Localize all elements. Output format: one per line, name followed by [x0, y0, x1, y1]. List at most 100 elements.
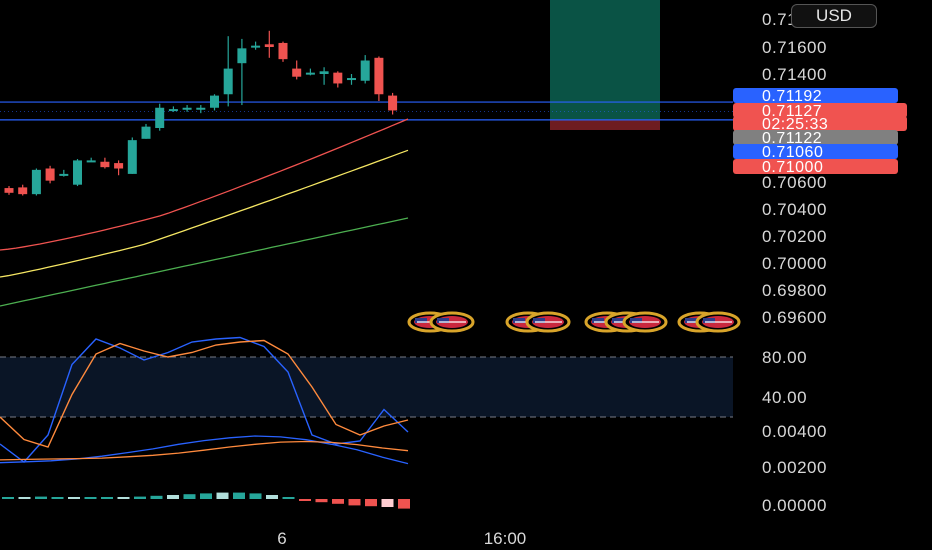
candle-body	[333, 72, 343, 84]
price-axis-label: 0.71400	[762, 65, 827, 84]
macd-histogram-bar	[35, 496, 47, 499]
macd-axis-label: 0.00200	[762, 458, 827, 477]
macd-histogram-bar	[2, 497, 14, 499]
macd-histogram-bar	[200, 493, 212, 499]
event-icon-flag-canton	[685, 318, 697, 323]
candle-body	[73, 160, 82, 185]
economic-event-icon	[695, 311, 741, 333]
macd-histogram-bar	[101, 497, 113, 499]
price-tag: 0.71060	[733, 144, 898, 161]
macd-histogram-bar	[134, 496, 146, 499]
candle-body	[264, 44, 274, 47]
price-tag-label: 0.71192	[762, 88, 822, 105]
macd-histogram-bar	[315, 499, 328, 503]
economic-event-icon	[525, 311, 571, 333]
macd-histogram-bar	[233, 492, 245, 499]
event-icon-flag-canton	[592, 318, 604, 323]
candle-body	[18, 187, 28, 195]
candle-body	[278, 42, 288, 60]
candle-body	[223, 68, 233, 95]
candle-body	[319, 71, 329, 74]
macd-axis-label: 0.00000	[762, 496, 827, 515]
price-tag-label: 02:25:33	[762, 116, 828, 133]
macd-histogram-bar	[266, 495, 278, 499]
moving-average-fast	[0, 118, 409, 251]
candle-body	[114, 163, 124, 169]
event-icon-flag-canton	[612, 318, 624, 323]
candle-body	[4, 188, 14, 193]
macd-histogram-bar	[282, 497, 295, 499]
price-axis-label: 0.69600	[762, 308, 827, 327]
price-axis-label: 0.71600	[762, 38, 827, 57]
candle-body	[251, 45, 261, 48]
price-axis-label: 0.69800	[762, 281, 827, 300]
moving-average-mid	[0, 149, 409, 278]
candle-body	[45, 168, 55, 181]
macd-histogram-bar	[167, 495, 179, 499]
candle-body	[305, 72, 315, 75]
price-tag-bg	[733, 88, 898, 103]
macd-histogram-bar	[18, 497, 31, 499]
price-axis-label: 0.70200	[762, 227, 827, 246]
macd-histogram-bar	[299, 499, 311, 501]
candle-body	[127, 140, 137, 174]
economic-event-icon	[622, 311, 668, 333]
stochastic-band-fill	[0, 357, 733, 417]
price-tag: 02:25:33	[733, 116, 907, 133]
position-stop-zone	[550, 119, 660, 130]
candle-body	[374, 57, 384, 95]
price-tag: 0.71122	[733, 130, 898, 147]
moving-average-slow	[0, 217, 409, 307]
price-tag-label: 0.71000	[762, 159, 823, 176]
candle-body	[31, 169, 41, 195]
macd-histogram-bar	[68, 497, 80, 499]
price-tag-bg	[733, 159, 898, 174]
event-icon-flag-canton	[703, 318, 715, 323]
macd-axis-label: 0.00400	[762, 422, 827, 441]
price-tag-label: 0.71122	[762, 130, 822, 147]
event-icon-flag-canton	[533, 318, 545, 323]
macd-histogram-bar	[398, 499, 410, 509]
candle-body	[168, 109, 178, 112]
macd-histogram-bar	[84, 497, 97, 499]
macd-histogram-bar	[150, 495, 163, 499]
currency-button[interactable]: USD	[791, 4, 877, 28]
position-profit-zone	[550, 0, 660, 120]
price-tag: 0.71127	[733, 103, 907, 120]
candle-body	[86, 160, 96, 163]
stochastic-line-1	[0, 339, 409, 448]
candle-body	[292, 68, 302, 77]
candle-body	[155, 107, 165, 128]
macd-histogram-bar	[183, 494, 196, 499]
price-tag: 0.71192	[733, 88, 898, 105]
candle-body	[360, 60, 370, 81]
price-tag: 0.71000	[733, 159, 898, 176]
candle-body	[196, 107, 206, 110]
macd-histogram-bar	[117, 497, 130, 499]
price-tag-bg	[733, 144, 898, 159]
price-axis-label: 0.70600	[762, 173, 827, 192]
price-axis-label: 0.70400	[762, 200, 827, 219]
candle-body	[388, 95, 398, 111]
event-icon-flag-canton	[513, 318, 525, 323]
price-tag-label: 0.71060	[762, 144, 823, 161]
candle-body	[141, 126, 151, 139]
price-tag-bg	[733, 103, 907, 118]
candle-body	[210, 95, 219, 108]
candle-body	[182, 107, 192, 110]
price-tag-label: 0.71127	[762, 103, 822, 120]
event-icon-flag-canton	[437, 318, 449, 323]
stochastic-axis-label: 40.00	[762, 388, 807, 407]
economic-event-icon	[429, 311, 475, 333]
stochastic-axis-label: 80.00	[762, 348, 807, 367]
candle-body	[347, 78, 356, 81]
macd-histogram-bar	[348, 499, 361, 506]
macd-histogram-bar	[249, 493, 262, 499]
price-axis-label: 0.70000	[762, 254, 827, 273]
macd-histogram-bar	[381, 499, 394, 507]
macd-histogram-bar	[216, 492, 229, 499]
candle-body	[237, 48, 247, 64]
macd-histogram-bar	[365, 499, 377, 507]
